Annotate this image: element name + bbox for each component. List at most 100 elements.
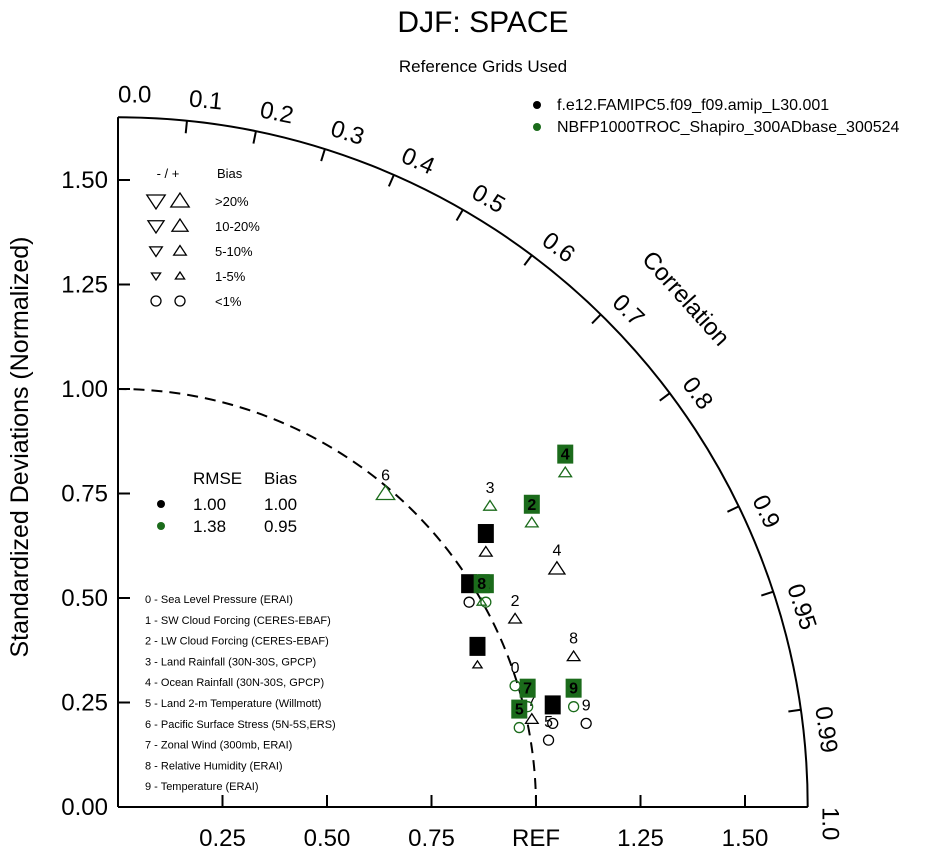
correlation-tick-label: 0.6 (537, 227, 580, 269)
data-point-group: 9 (565, 678, 582, 713)
correlation-tick-label: 0.95 (781, 581, 821, 634)
correlation-tick-mark (184, 120, 188, 134)
data-point-group: 7 (519, 678, 536, 713)
y-tick-label: 1.25 (61, 272, 108, 299)
y-tick-label: 0.00 (61, 794, 108, 821)
correlation-tick-mark (591, 313, 602, 325)
data-point-group: 3 (482, 480, 498, 511)
data-point-marker (547, 560, 567, 575)
correlation-tick-mark (788, 708, 801, 713)
x-tick-label: 1.25 (617, 825, 664, 852)
correlation-tick-label: 0.3 (327, 115, 367, 151)
correlation-tick-label: 1.0 (816, 807, 843, 840)
data-point-marker (475, 596, 488, 606)
data-point-label-box (477, 524, 494, 544)
data-point-group: 9 (580, 697, 592, 730)
bias-legend-circle-minus (150, 295, 162, 307)
data-point-label: 4 (561, 447, 570, 464)
correlation-tick-mark (320, 148, 326, 162)
x-tick-label: 0.50 (304, 825, 351, 852)
data-point-label: 8 (477, 576, 486, 593)
y-tick-label: 0.25 (61, 690, 108, 717)
data-point-label: 0 (548, 697, 557, 714)
data-point-label-box (523, 494, 540, 514)
data-point-group: 2 (507, 593, 523, 624)
series-legend-label: f.e12.FAMIPC5.f09_f09.amip_L30.001 (557, 97, 829, 114)
stats-legend-rmse-header: RMSE (193, 469, 242, 488)
correlation-tick-label: 0.4 (397, 142, 438, 180)
data-point-label: 9 (582, 697, 591, 714)
data-point-marker (542, 734, 555, 746)
data-point-marker (480, 596, 492, 608)
data-point-group: 1 (461, 574, 478, 608)
data-point-label: 2 (511, 593, 520, 610)
data-point-group: 6 (469, 636, 486, 669)
data-point-label-box (473, 574, 490, 594)
data-point-marker (524, 516, 540, 528)
x-tick-label: REF (512, 825, 560, 852)
data-point-label: 7 (523, 681, 532, 698)
variable-list-item: 1 - SW Cloud Forcing (CERES-EBAF) (145, 615, 331, 627)
data-point-marker (463, 596, 475, 608)
bias-legend-circle-plus (174, 295, 186, 307)
data-point-label-box (461, 574, 478, 594)
correlation-axis-label: Correlation (636, 246, 734, 351)
data-point-label-box (519, 678, 536, 698)
stats-legend-rmse-value: 1.00 (193, 495, 226, 514)
data-point-marker (524, 712, 540, 724)
variable-list-item: 5 - Land 2-m Temperature (Willmott) (145, 698, 321, 710)
stats-legend-bias-value: 0.95 (264, 517, 297, 536)
stats-legend-bias-header: Bias (264, 469, 297, 488)
chart-subtitle: Reference Grids Used (399, 57, 567, 76)
data-point-marker (507, 612, 523, 624)
data-point-group: 8 (566, 631, 582, 662)
y-tick-label: 0.50 (61, 585, 108, 612)
data-point-marker (521, 701, 534, 713)
correlation-tick-mark (659, 392, 671, 402)
data-point-marker (509, 680, 521, 692)
correlation-tick-label: 0.0 (118, 82, 151, 109)
data-point-label: 1 (465, 576, 474, 593)
chart-title: DJF: SPACE (397, 6, 568, 39)
bias-legend-signs: - / + (157, 166, 180, 181)
y-tick-label: 0.75 (61, 481, 108, 508)
correlation-tick-label: 0.8 (677, 372, 719, 415)
bias-legend-triangle-up (172, 244, 188, 256)
bias-legend-header: Bias (217, 166, 243, 181)
bias-legend-triangle-up (169, 191, 191, 208)
data-point-group: 3 (477, 524, 494, 557)
data-point-group: 4 (547, 543, 567, 575)
correlation-tick-label: 0.7 (607, 289, 650, 332)
bias-legend-row-label: 10-20% (215, 219, 260, 234)
bias-legend-triangle-down (146, 220, 166, 235)
bias-legend-triangle-down (145, 194, 167, 211)
correlation-tick-label: 0.99 (809, 705, 842, 755)
data-point-label: 7 (527, 693, 536, 710)
x-tick-label: 0.75 (408, 825, 455, 852)
y-tick-label: 1.50 (61, 167, 108, 194)
data-point-label: 3 (481, 526, 490, 543)
data-point-group: 2 (523, 494, 540, 528)
variable-list-item: 9 - Temperature (ERAI) (145, 781, 259, 793)
data-point-label: 4 (552, 543, 561, 560)
correlation-tick-mark (727, 505, 740, 513)
bias-legend-triangle-up (174, 270, 186, 280)
data-point-label-box (469, 636, 486, 656)
stats-legend-bias-value: 1.00 (264, 495, 297, 514)
data-point-group: 4 (557, 444, 574, 478)
data-point-label: 8 (569, 631, 578, 648)
data-point-label: 6 (473, 639, 482, 656)
data-point-marker (375, 484, 396, 501)
data-point-label-box (557, 444, 574, 464)
data-point-group: 5 (542, 714, 555, 746)
variable-list-item: 8 - Relative Humidity (ERAI) (145, 760, 283, 772)
data-point-label: 9 (569, 681, 578, 698)
correlation-tick-mark (387, 174, 395, 187)
data-point-marker (567, 701, 580, 713)
variable-list-item: 2 - LW Cloud Forcing (CERES-EBAF) (145, 636, 329, 648)
data-point-marker (482, 499, 498, 511)
data-points-layer: 01234567890123456789 (375, 444, 592, 746)
correlation-tick-mark (523, 254, 533, 266)
data-point-label: 0 (511, 660, 520, 677)
